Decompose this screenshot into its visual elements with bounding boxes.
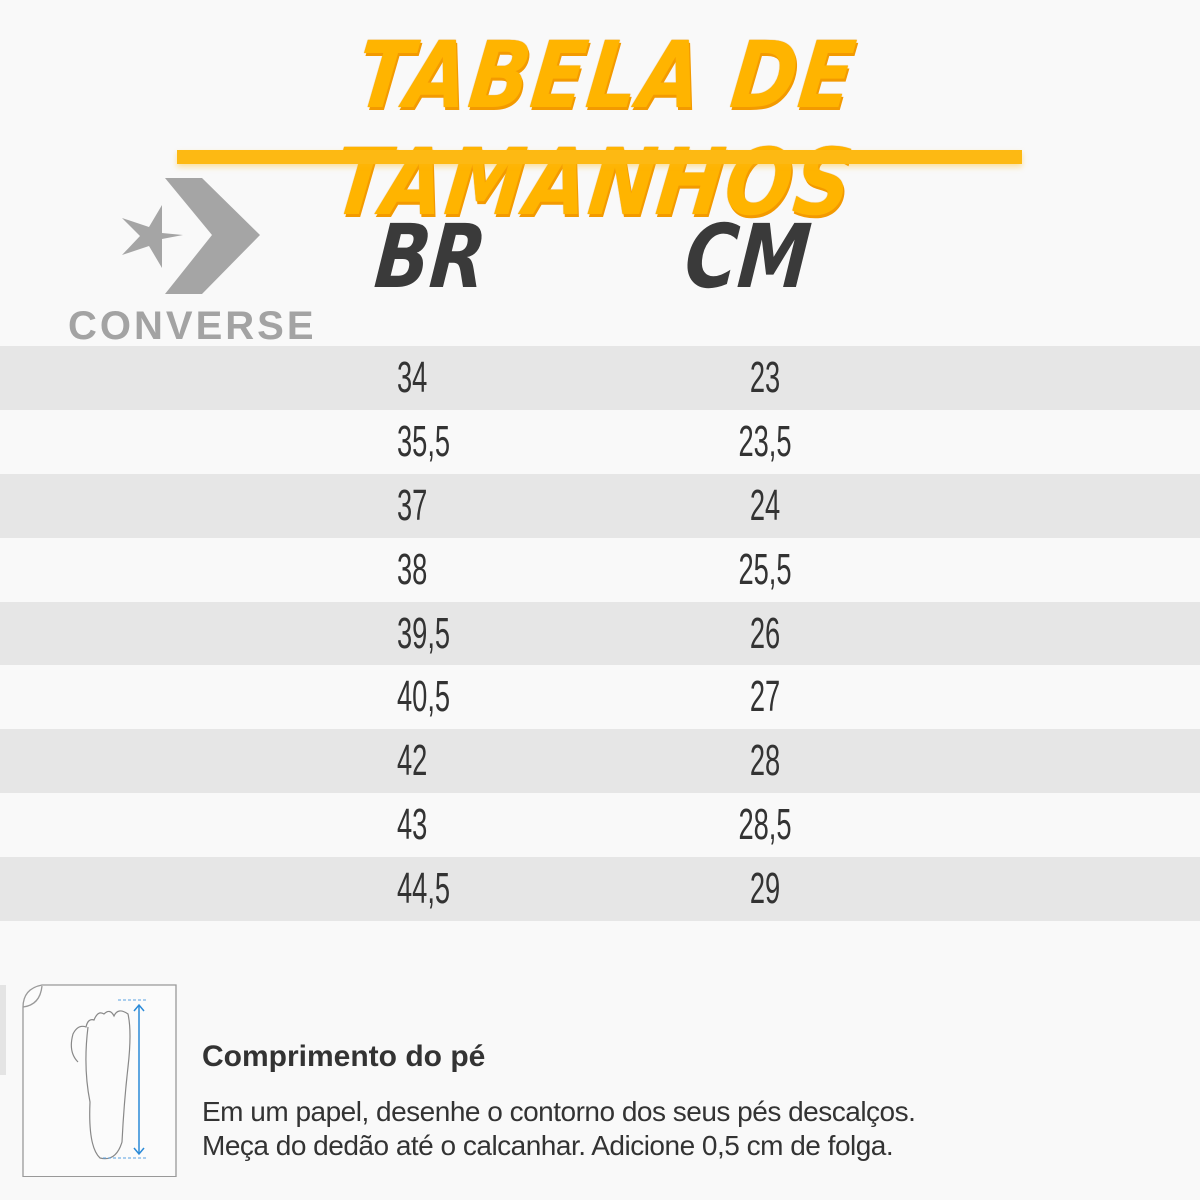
table-row: 44,5 29 (0, 857, 1200, 922)
table-row: 34 23 (0, 346, 1200, 410)
table-row: 39,5 26 (0, 601, 1200, 666)
info-heading: Comprimento do pé (202, 1040, 486, 1073)
cm-size: 27 (749, 672, 781, 722)
converse-logo-icon (122, 178, 260, 294)
table-row: 35,5 23,5 (0, 410, 1200, 474)
br-size: 43 (397, 800, 428, 850)
table-row: 37 24 (0, 473, 1200, 538)
size-table: 34 23 35,5 23,5 37 24 38 25,5 39,5 26 40,5 27 42 28 43… (0, 346, 1200, 922)
cm-size: 23,5 (738, 416, 792, 466)
br-size: 39,5 (397, 608, 451, 658)
br-size: 40,5 (397, 672, 451, 722)
cm-size: 28,5 (738, 800, 792, 850)
cm-size: 25,5 (738, 544, 792, 594)
column-header-br: BR (371, 205, 491, 308)
table-row: 43 28,5 (0, 793, 1200, 857)
decor-edge (0, 985, 6, 1075)
title-underline (177, 150, 1022, 164)
cm-size: 26 (749, 608, 781, 658)
cm-size: 28 (749, 736, 781, 786)
brand-name: CONVERSE (68, 304, 317, 348)
table-row: 38 25,5 (0, 538, 1200, 602)
cm-size: 23 (749, 353, 781, 402)
br-size: 38 (397, 544, 428, 594)
column-header-cm: CM (681, 205, 815, 308)
foot-measure-icon (22, 984, 177, 1177)
info-line-1: Em um papel, desenhe o contorno dos seus… (202, 1096, 916, 1127)
br-size: 44,5 (397, 864, 451, 914)
cm-size: 24 (749, 480, 781, 530)
br-size: 37 (397, 480, 428, 530)
table-row: 42 28 (0, 729, 1200, 794)
info-line-2: Meça do dedão até o calcanhar. Adicione … (202, 1130, 894, 1161)
br-size: 42 (397, 736, 428, 786)
br-size: 35,5 (397, 416, 451, 466)
table-row: 40,5 27 (0, 665, 1200, 729)
br-size: 34 (397, 353, 428, 402)
cm-size: 29 (749, 864, 781, 914)
